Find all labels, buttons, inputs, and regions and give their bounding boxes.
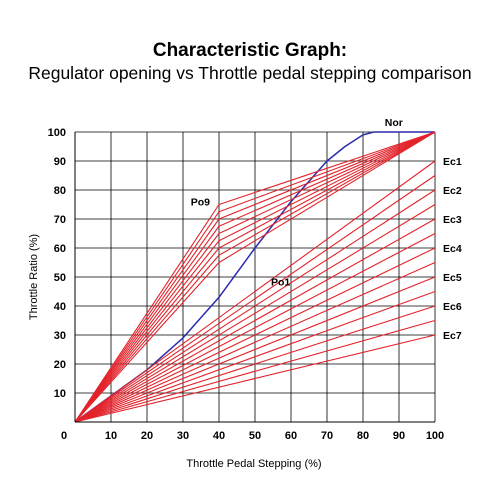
series-label: Ec5 — [443, 272, 462, 284]
power-line — [74, 131, 436, 423]
y-tick-label: 80 — [54, 185, 66, 197]
power-line — [74, 131, 436, 423]
series-label: Ec4 — [443, 243, 462, 255]
y-tick-label: 70 — [54, 214, 66, 226]
y-tick-label: 50 — [54, 272, 66, 284]
series-lines — [74, 131, 436, 423]
eco-line — [74, 189, 436, 423]
x-tick-label: 20 — [141, 430, 153, 442]
series-label: Ec1 — [443, 156, 462, 168]
power-line — [74, 131, 436, 423]
eco-line — [74, 247, 436, 423]
chart-subtitle: Regulator opening vs Throttle pedal step… — [28, 63, 472, 83]
x-tick-label: 90 — [393, 430, 405, 442]
series-label: Ec7 — [443, 330, 462, 342]
eco-line — [74, 160, 436, 423]
y-tick-label: 30 — [54, 330, 66, 342]
axes: 0 10 20 30 40 50 60 70 80 90 100 10 20 30 40 50 60 70 80 90… — [48, 127, 445, 442]
x-tick-label: 0 — [61, 430, 67, 442]
x-tick-label: 70 — [321, 430, 333, 442]
power-line — [74, 131, 436, 423]
eco-line — [74, 334, 436, 423]
eco-line — [74, 261, 436, 423]
y-tick-label: 100 — [48, 127, 66, 139]
x-tick-label: 100 — [426, 430, 444, 442]
chart-title: Characteristic Graph: — [152, 40, 348, 61]
x-tick-label: 40 — [213, 430, 225, 442]
eco-line — [74, 290, 436, 423]
x-tick-label: 50 — [249, 430, 261, 442]
eco-line — [74, 204, 436, 423]
x-tick-label: 80 — [357, 430, 369, 442]
power-line — [74, 131, 436, 423]
power-line — [74, 131, 436, 423]
y-tick-label: 20 — [54, 359, 66, 371]
series-label: Ec2 — [443, 185, 462, 197]
series-label: Ec3 — [443, 214, 462, 226]
y-tick-label: 90 — [54, 156, 66, 168]
eco-line — [74, 276, 436, 423]
series-labels: Nor Po9 Po1 Ec1 Ec2 Ec3 Ec4 Ec5 Ec6 Ec7 — [191, 117, 462, 342]
power-line — [74, 131, 436, 423]
series-label: Po1 — [271, 277, 290, 289]
x-axis-label: Throttle Pedal Stepping (%) — [186, 458, 321, 470]
series-label: Ec6 — [443, 301, 462, 313]
x-tick-label: 60 — [285, 430, 297, 442]
x-tick-label: 10 — [105, 430, 117, 442]
eco-line — [74, 175, 436, 423]
power-line — [74, 131, 436, 423]
eco-line — [74, 319, 436, 423]
normal-curve — [74, 131, 435, 423]
x-tick-label: 30 — [177, 430, 189, 442]
series-label: Nor — [385, 117, 403, 129]
y-axis-label: Throttle Ratio (%) — [28, 234, 40, 320]
eco-line — [74, 218, 436, 423]
power-line — [74, 131, 436, 423]
series-label: Po9 — [191, 197, 210, 209]
eco-line — [74, 305, 436, 423]
y-tick-label: 60 — [54, 243, 66, 255]
eco-line — [74, 233, 436, 423]
y-tick-label: 40 — [54, 301, 66, 313]
y-tick-label: 10 — [54, 388, 66, 400]
